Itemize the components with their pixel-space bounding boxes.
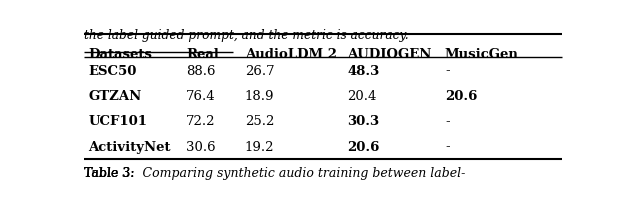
Text: Datasets: Datasets: [88, 48, 152, 61]
Text: MusicGen: MusicGen: [445, 48, 519, 61]
Text: Table 3:: Table 3:: [84, 167, 134, 180]
Text: ESC50: ESC50: [88, 65, 137, 78]
Text: the label guided prompt, and the metric is accuracy.: the label guided prompt, and the metric …: [84, 29, 408, 42]
Text: 18.9: 18.9: [244, 90, 274, 103]
Text: AUDIOGEN: AUDIOGEN: [347, 48, 432, 61]
Text: Real: Real: [186, 48, 219, 61]
Text: Table 3:: Table 3:: [84, 167, 134, 180]
Text: 20.6: 20.6: [445, 90, 478, 103]
Text: -: -: [445, 141, 450, 153]
Text: 76.4: 76.4: [186, 90, 216, 103]
Text: 20.6: 20.6: [347, 141, 380, 153]
Text: -: -: [445, 115, 450, 128]
Text: 26.7: 26.7: [244, 65, 275, 78]
Text: 88.6: 88.6: [186, 65, 215, 78]
Text: 72.2: 72.2: [186, 115, 215, 128]
Text: 30.6: 30.6: [186, 141, 216, 153]
Text: ActivityNet: ActivityNet: [88, 141, 171, 153]
Text: -: -: [445, 65, 450, 78]
Text: 20.4: 20.4: [347, 90, 377, 103]
Text: UCF101: UCF101: [88, 115, 147, 128]
Text: 48.3: 48.3: [347, 65, 379, 78]
Text: GTZAN: GTZAN: [88, 90, 142, 103]
Text: AudioLDM 2: AudioLDM 2: [244, 48, 337, 61]
Text: 30.3: 30.3: [347, 115, 379, 128]
Text: 19.2: 19.2: [244, 141, 274, 153]
Text: Table 3:  Comparing synthetic audio training between label-: Table 3: Comparing synthetic audio train…: [84, 167, 465, 180]
Text: 25.2: 25.2: [244, 115, 274, 128]
